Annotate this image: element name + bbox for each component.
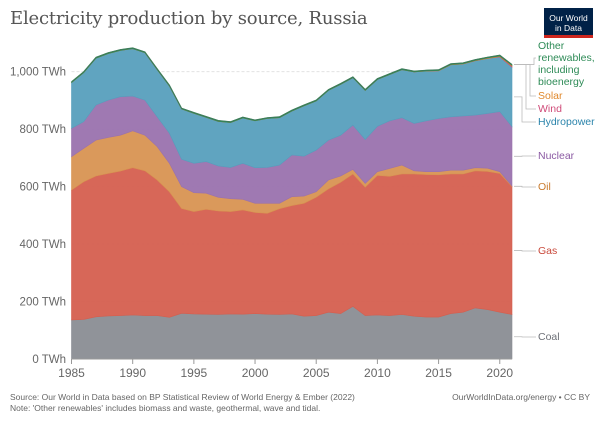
legend-label-solar[interactable]: Solar <box>538 90 563 102</box>
owid-logo[interactable]: Our World in Data <box>544 8 593 38</box>
x-tick-label: 1990 <box>119 366 146 380</box>
logo-line-2: in Data <box>555 23 582 33</box>
x-tick-label: 2000 <box>242 366 269 380</box>
legend-connector <box>514 185 536 188</box>
source-note: Source: Our World in Data based on BP St… <box>10 392 355 402</box>
legend-label-oil[interactable]: Oil <box>538 181 551 193</box>
footnote: Note: 'Other renewables' includes biomas… <box>10 403 321 413</box>
total-edge-line <box>71 47 513 123</box>
y-tick-label: 200 TWh <box>20 297 66 309</box>
legend-label-gas[interactable]: Gas <box>538 245 558 257</box>
x-tick-label: 1995 <box>181 366 208 380</box>
x-tick-label: 1985 <box>58 366 85 380</box>
legend-label-wind[interactable]: Wind <box>538 103 562 115</box>
chart-title: Electricity production by source, Russia <box>10 8 368 29</box>
y-tick-label: 1,000 TWh <box>10 67 66 79</box>
x-tick-label: 2005 <box>303 366 330 380</box>
y-tick-label: 800 TWh <box>20 124 66 136</box>
x-tick-label: 2010 <box>364 366 391 380</box>
y-tick-label: 0 TWh <box>32 354 66 366</box>
legend-label-coal[interactable]: Coal <box>538 331 560 343</box>
y-tick-label: 600 TWh <box>20 182 66 194</box>
legend-label-nuclear[interactable]: Nuclear <box>538 150 575 162</box>
x-tick-label: 2020 <box>486 366 513 380</box>
legend-connector <box>514 57 536 65</box>
legend-label-hydropower[interactable]: Hydropower <box>538 116 595 128</box>
legend-connector <box>514 64 536 97</box>
credit-link[interactable]: OurWorldInData.org/energy • CC BY <box>452 392 590 402</box>
x-tick-label: 2015 <box>425 366 452 380</box>
legend-connector <box>514 96 536 123</box>
y-tick-label: 400 TWh <box>20 239 66 251</box>
legend-label-other-renewables[interactable]: Other renewables, including bioenergy <box>538 40 595 88</box>
logo-line-1: Our World <box>549 13 588 23</box>
legend-connector <box>514 64 536 110</box>
